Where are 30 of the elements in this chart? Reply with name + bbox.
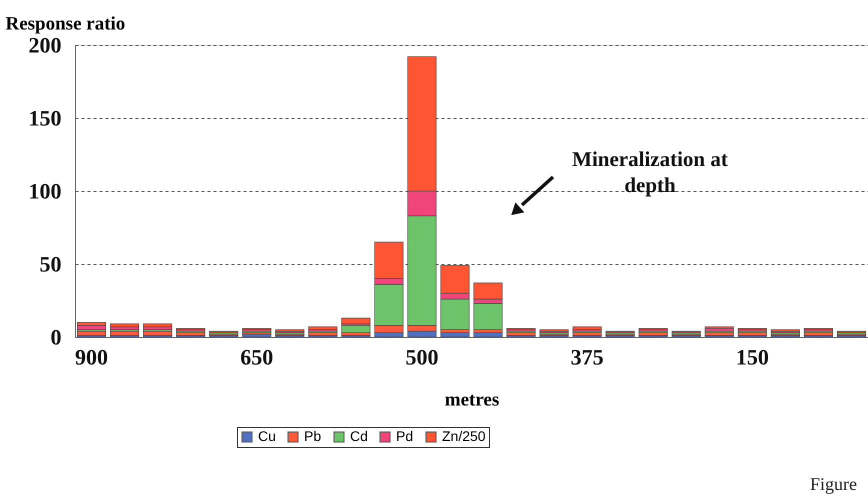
bar [474,332,503,338]
annotation: Mineralization at depth [572,147,728,197]
x-tick-label: 150 [736,344,769,370]
bar [110,330,140,336]
legend-label: Cd [350,428,368,444]
bar [110,324,140,328]
bar [572,326,602,330]
text: Figure [810,474,858,494]
bar [474,282,503,300]
legend-label: Zn/250 [442,428,486,444]
legend-label: Cu [258,428,276,444]
bar [474,303,503,330]
y-axis-title: Response ratio [6,14,126,34]
y-tick-label: 50 [40,252,62,276]
y-tick-label: 100 [28,178,62,204]
x-tick-label: 900 [75,344,108,370]
bar [308,326,338,330]
legend-label: Pd [396,428,414,444]
y-tick-label: 0 [50,324,62,350]
y-tick-label: 200 [28,32,62,58]
bar [143,330,172,336]
bar [77,322,106,326]
x-tick-label: 650 [240,344,274,370]
x-tick-label: 500 [405,344,438,370]
y-tick-label: 150 [28,106,62,130]
bar [440,332,470,338]
legend-label: Pb [304,428,322,444]
x-tick-label: 375 [570,344,604,370]
bar [143,324,172,328]
x-axis-title: metres [444,390,500,410]
